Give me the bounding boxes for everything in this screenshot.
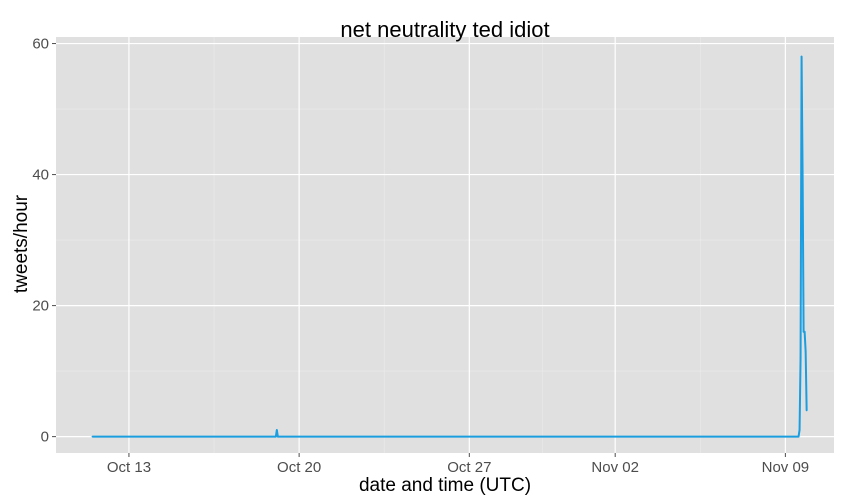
- data-point: [798, 429, 801, 431]
- data-point: [275, 429, 278, 431]
- chart-title: net neutrality ted idiot: [340, 17, 549, 42]
- data-point: [805, 409, 808, 412]
- x-tick-label: Oct 27: [447, 459, 491, 476]
- x-tick-labels: Oct 13 Oct 20 Oct 27 Nov 02 Nov 09: [107, 459, 809, 476]
- data-point: [276, 435, 279, 438]
- data-point: [274, 435, 277, 438]
- data-point: [801, 173, 804, 176]
- y-tick-label: 60: [32, 36, 49, 53]
- data-point: [799, 357, 802, 359]
- x-tick-label: Nov 02: [591, 459, 639, 476]
- major-gridlines: [56, 37, 834, 453]
- minor-gridlines: [56, 37, 834, 453]
- x-tick-label: Oct 13: [107, 459, 151, 476]
- x-tick-label: Nov 09: [762, 459, 810, 476]
- data-point: [803, 330, 806, 333]
- y-tick-label: 20: [32, 298, 49, 315]
- plot-background: [56, 37, 834, 453]
- y-tick-labels: 0 20 40 60: [32, 36, 49, 446]
- y-tick-label: 40: [32, 167, 49, 184]
- data-point: [804, 350, 807, 353]
- x-tick-label: Oct 20: [277, 459, 321, 476]
- data-point: [91, 435, 94, 438]
- data-point: [800, 55, 803, 58]
- tick-marks: [52, 43, 786, 457]
- y-axis-title: tweets/hour: [11, 194, 32, 293]
- y-tick-label: 0: [41, 429, 49, 446]
- x-axis-title: date and time (UTC): [359, 475, 531, 496]
- series-layer: [91, 55, 808, 438]
- data-point: [797, 435, 800, 438]
